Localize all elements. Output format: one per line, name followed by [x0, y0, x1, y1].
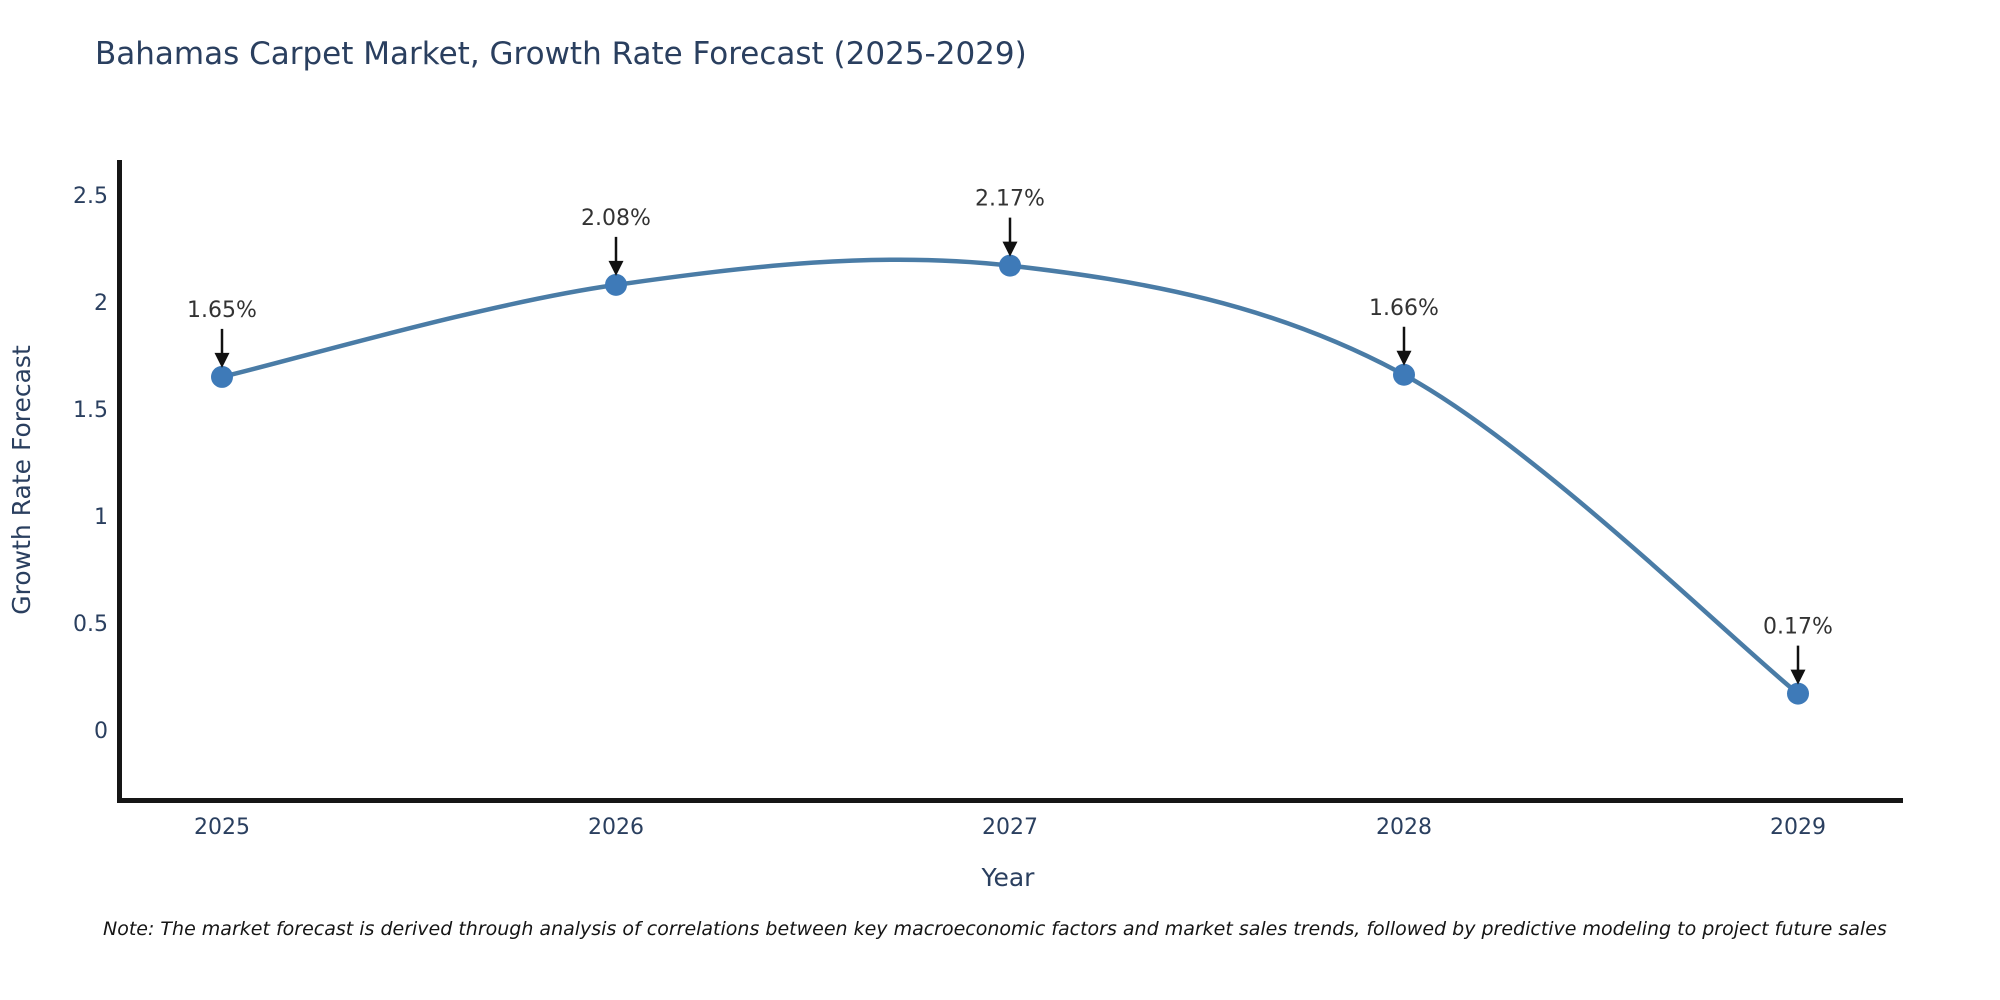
data-point-markers — [211, 254, 1809, 705]
point-annotation-label: 2.08% — [581, 206, 651, 231]
point-annotation-label: 2.17% — [975, 187, 1045, 212]
data-point-marker — [605, 273, 627, 296]
data-point-marker — [1393, 363, 1415, 386]
y-tick-label: 0.5 — [73, 612, 108, 637]
y-tick-label: 2.5 — [73, 184, 108, 209]
y-axis-title: Growth Rate Forecast — [7, 345, 36, 615]
y-tick-label: 1 — [94, 505, 108, 530]
annotation-arrowhead-icon — [608, 260, 624, 276]
x-tick-label: 2027 — [982, 815, 1038, 840]
y-tick-label: 0 — [94, 719, 108, 744]
x-tick-label: 2025 — [194, 815, 250, 840]
y-axis-line — [117, 160, 122, 803]
point-annotation-label: 1.66% — [1369, 296, 1439, 321]
point-annotation: 0.17% — [1763, 615, 1833, 685]
annotation-arrowhead-icon — [214, 352, 230, 368]
data-point-marker — [211, 365, 233, 388]
point-annotation: 1.65% — [187, 298, 257, 368]
x-axis-line — [117, 798, 1903, 803]
annotation-arrowhead-icon — [1790, 669, 1806, 685]
x-tick-label: 2028 — [1376, 815, 1432, 840]
y-tick-label: 2 — [94, 291, 108, 316]
forecast-line — [219, 257, 1801, 696]
footnote: Note: The market forecast is derived thr… — [103, 918, 1887, 940]
x-tick-label: 2029 — [1770, 815, 1826, 840]
point-annotation: 2.17% — [975, 187, 1045, 257]
point-annotation-label: 0.17% — [1763, 615, 1833, 640]
chart-title: Bahamas Carpet Market, Growth Rate Forec… — [95, 36, 1027, 72]
point-annotation: 1.66% — [1369, 296, 1439, 366]
data-point-marker — [999, 254, 1021, 277]
x-tick-label: 2026 — [588, 815, 644, 840]
point-annotation-label: 1.65% — [187, 298, 257, 323]
annotation-arrowhead-icon — [1002, 241, 1018, 257]
data-point-marker — [1787, 682, 1809, 705]
y-tick-label: 1.5 — [73, 398, 108, 423]
point-annotation: 2.08% — [581, 206, 651, 276]
annotation-arrowhead-icon — [1396, 350, 1412, 366]
x-axis-title: Year — [981, 863, 1036, 892]
